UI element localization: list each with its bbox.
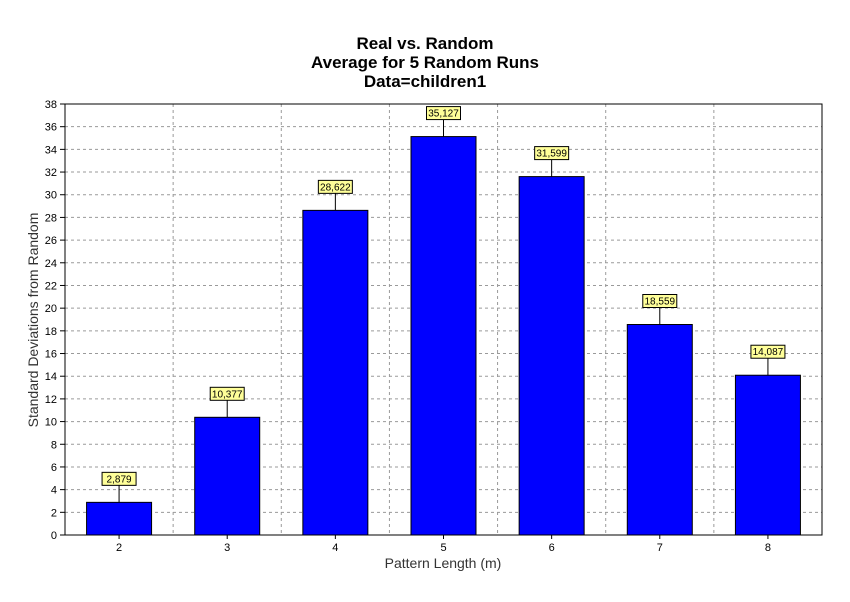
data-label: 35,127 bbox=[428, 109, 459, 120]
bar bbox=[194, 416, 261, 536]
data-label-box bbox=[101, 471, 137, 486]
data-label: 18,559 bbox=[644, 297, 675, 308]
data-label: 28,622 bbox=[320, 182, 351, 193]
x-tick-label: 7 bbox=[657, 542, 663, 554]
chart-title-line-2: Average for 5 Random Runs bbox=[311, 53, 539, 72]
x-tick-label: 2 bbox=[116, 542, 122, 554]
bar bbox=[86, 501, 153, 536]
y-tick-label: 16 bbox=[45, 349, 57, 361]
y-tick-label: 38 bbox=[45, 99, 57, 111]
y-tick-label: 20 bbox=[45, 303, 57, 315]
y-tick-label: 26 bbox=[45, 235, 57, 247]
data-labels-layer: 2,879 10,377 28,622 35,127 31,599 18,559 14,08… bbox=[101, 106, 786, 503]
chart-title-line-3: Data=children1 bbox=[363, 72, 487, 91]
data-label-box bbox=[642, 294, 678, 309]
x-tick-label: 4 bbox=[332, 542, 338, 554]
y-tick-label: 30 bbox=[45, 190, 57, 202]
bars-layer bbox=[86, 136, 801, 536]
y-tick-label: 28 bbox=[45, 212, 57, 224]
y-tick-label: 14 bbox=[45, 371, 57, 383]
data-label-box bbox=[534, 146, 570, 161]
bar bbox=[410, 136, 477, 536]
y-tick-label: 36 bbox=[45, 122, 57, 134]
data-label: 14,087 bbox=[753, 347, 784, 358]
x-tick-label: 6 bbox=[549, 542, 555, 554]
data-label: 2,879 bbox=[107, 474, 132, 485]
y-tick-label: 24 bbox=[45, 258, 57, 270]
y-axis-title: Standard Deviations from Random bbox=[25, 213, 41, 428]
bar bbox=[734, 374, 801, 536]
bar bbox=[518, 176, 585, 536]
y-tick-label: 2 bbox=[51, 507, 57, 519]
chart-title-line-1: Real vs. Random bbox=[356, 34, 494, 53]
y-tick-label: 0 bbox=[51, 530, 57, 542]
y-tick-label: 34 bbox=[45, 144, 57, 156]
y-tick-label: 12 bbox=[45, 394, 57, 406]
x-tick-label: 3 bbox=[224, 542, 230, 554]
data-label-box bbox=[426, 106, 461, 121]
bar bbox=[626, 324, 693, 536]
data-label: 10,377 bbox=[212, 389, 243, 400]
data-label: 31,599 bbox=[536, 149, 567, 160]
y-tick-label: 6 bbox=[51, 462, 57, 474]
y-tick-label: 32 bbox=[45, 167, 57, 179]
bar bbox=[302, 209, 369, 536]
y-tick-label: 22 bbox=[45, 280, 57, 292]
y-tick-label: 8 bbox=[51, 439, 57, 451]
data-label-box bbox=[750, 344, 786, 359]
y-tick-label: 4 bbox=[51, 485, 57, 497]
y-tick-label: 18 bbox=[45, 326, 57, 338]
data-label-box bbox=[209, 386, 245, 401]
x-tick-label: 5 bbox=[440, 542, 446, 554]
x-tick-label: 8 bbox=[765, 542, 771, 554]
data-label-box bbox=[317, 179, 353, 194]
y-tick-label: 10 bbox=[45, 417, 57, 429]
x-axis-title: Pattern Length (m) bbox=[385, 555, 502, 571]
